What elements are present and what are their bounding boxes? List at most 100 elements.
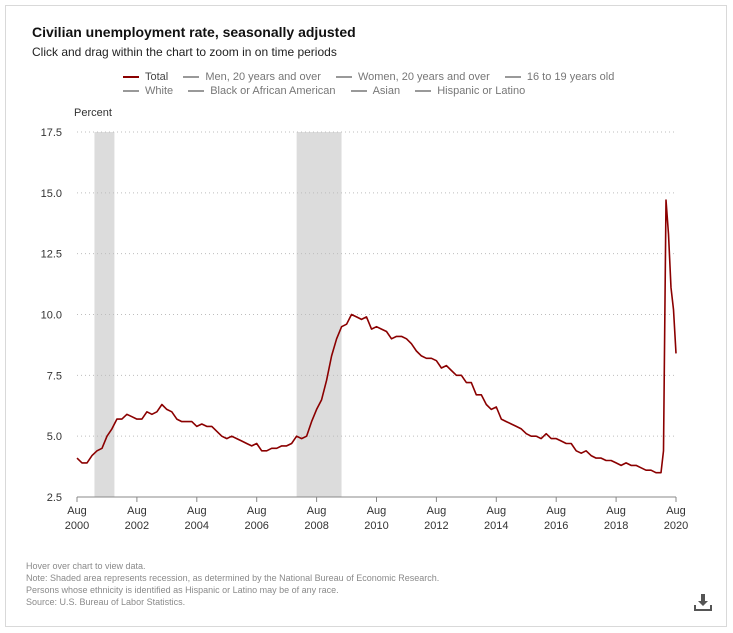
legend-row-2: White Black or African American Asian Hi… [123, 83, 537, 97]
data-point [249, 443, 254, 448]
download-icon [694, 594, 712, 611]
x-tick-label-year: 2006 [244, 520, 268, 532]
data-point [289, 441, 294, 446]
data-point [359, 317, 364, 322]
data-point [509, 422, 514, 427]
data-point [279, 443, 284, 448]
legend-item-black[interactable]: Black or African American [188, 85, 336, 97]
data-point [154, 409, 159, 414]
x-tick-label-month: Aug [546, 505, 566, 517]
data-point [134, 417, 139, 422]
x-tick-label-month: Aug [247, 505, 267, 517]
note-hover: Hover over chart to view data. [26, 561, 146, 571]
data-point [584, 448, 589, 453]
x-tick-label-year: 2020 [664, 520, 688, 532]
x-tick-label-year: 2010 [364, 520, 388, 532]
data-point [264, 448, 269, 453]
x-tick-label-month: Aug [666, 505, 686, 517]
recession-band-0 [94, 132, 115, 497]
line-chart[interactable]: 2.5 5.0 7.5 10.0 12.5 15.0 17.5 Aug 2000 Aug 2002 A… [0, 0, 733, 560]
data-point [419, 353, 424, 358]
data-point [499, 417, 504, 422]
data-point [114, 417, 119, 422]
legend-item-men[interactable]: Men, 20 years and over [183, 71, 321, 83]
legend-item-women[interactable]: Women, 20 years and over [335, 71, 490, 83]
y-tick-label: 12.5 [41, 249, 62, 261]
series-line-total [76, 199, 677, 474]
data-point [164, 407, 169, 412]
data-point [644, 468, 649, 473]
data-point [469, 380, 474, 385]
data-point [139, 417, 144, 422]
data-point [671, 307, 676, 312]
data-point [544, 431, 549, 436]
data-point [244, 441, 249, 446]
legend-item-hispanic[interactable]: Hispanic or Latino [415, 85, 525, 97]
legend-swatch-16-19 [504, 76, 521, 78]
x-tick-label-month: Aug [427, 505, 447, 517]
data-point [434, 358, 439, 363]
data-point [294, 434, 299, 439]
data-point [284, 443, 289, 448]
data-point [349, 312, 354, 317]
data-point [479, 392, 484, 397]
data-point [374, 324, 379, 329]
data-point [504, 419, 509, 424]
data-point [629, 463, 634, 468]
legend-swatch-women [335, 76, 352, 78]
legend-item-16-19[interactable]: 16 to 19 years old [504, 71, 614, 83]
legend-item-asian[interactable]: Asian [350, 85, 400, 97]
legend-item-white[interactable]: White [123, 85, 173, 97]
note-source: Source: U.S. Bureau of Labor Statistics. [26, 597, 186, 607]
data-point [604, 458, 609, 463]
x-tick-label-year: 2012 [424, 520, 448, 532]
data-point [614, 460, 619, 465]
data-point [129, 414, 134, 419]
note-ethnicity: Persons whose ethnicity is identified as… [26, 585, 339, 595]
data-point [229, 434, 234, 439]
data-point [454, 373, 459, 378]
data-point [474, 392, 479, 397]
data-point [334, 336, 339, 341]
data-point [669, 285, 674, 290]
x-tick-label-month: Aug [307, 505, 327, 517]
data-point [654, 470, 659, 475]
data-point [209, 424, 214, 429]
data-point [364, 314, 369, 319]
download-button[interactable] [693, 592, 713, 612]
data-point [564, 441, 569, 446]
data-point [89, 453, 94, 458]
y-tick-label: 10.0 [41, 310, 62, 322]
data-point [459, 373, 464, 378]
legend-swatch-asian [350, 90, 367, 92]
data-point [319, 397, 324, 402]
x-tick-label-year: 2000 [65, 520, 89, 532]
y-tick-label: 5.0 [47, 431, 62, 443]
data-point [599, 456, 604, 461]
legend-swatch-white [123, 90, 139, 92]
legend-label-hispanic: Hispanic or Latino [437, 85, 526, 97]
data-point [624, 460, 629, 465]
data-point [219, 434, 224, 439]
data-point [384, 329, 389, 334]
legend-item-total[interactable]: Total [123, 71, 168, 83]
data-point [439, 366, 444, 371]
data-point [666, 232, 671, 237]
data-point [589, 453, 594, 458]
chart-subtitle: Click and drag within the chart to zoom … [32, 45, 337, 59]
data-point [659, 470, 664, 475]
data-point [204, 424, 209, 429]
data-point [84, 460, 89, 465]
data-point [189, 419, 194, 424]
data-point [664, 198, 669, 203]
x-tick-label-year: 2008 [304, 520, 328, 532]
chart-panel [5, 5, 727, 627]
x-tick-label-month: Aug [127, 505, 147, 517]
recession-band-1 [296, 132, 342, 497]
data-point [404, 336, 409, 341]
data-point [179, 419, 184, 424]
data-point [309, 419, 314, 424]
x-tick-label-month: Aug [487, 505, 507, 517]
data-point [549, 436, 554, 441]
data-point [389, 336, 394, 341]
